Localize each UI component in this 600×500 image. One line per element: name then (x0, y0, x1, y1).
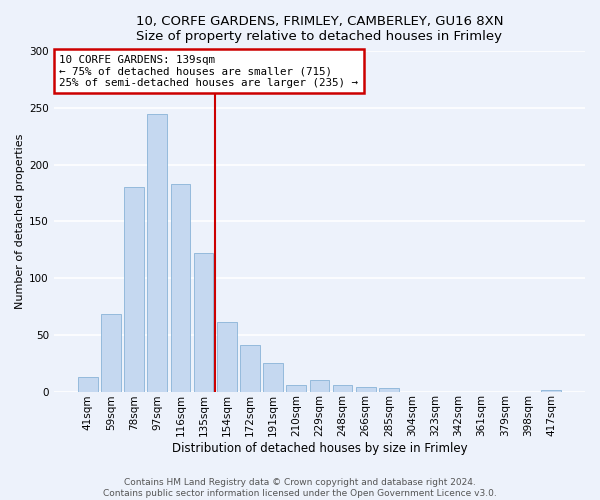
Title: 10, CORFE GARDENS, FRIMLEY, CAMBERLEY, GU16 8XN
Size of property relative to det: 10, CORFE GARDENS, FRIMLEY, CAMBERLEY, G… (136, 15, 503, 43)
X-axis label: Distribution of detached houses by size in Frimley: Distribution of detached houses by size … (172, 442, 467, 455)
Bar (379, 388, 399, 392)
Text: 10 CORFE GARDENS: 139sqm
← 75% of detached houses are smaller (715)
25% of semi-: 10 CORFE GARDENS: 139sqm ← 75% of detach… (59, 54, 358, 88)
Bar (217, 322, 236, 392)
Bar (263, 363, 283, 392)
Bar (124, 188, 144, 392)
Bar (310, 380, 329, 392)
Bar (356, 387, 376, 392)
Bar (541, 390, 561, 392)
Bar (101, 314, 121, 392)
Bar (148, 114, 167, 392)
Bar (194, 253, 214, 392)
Bar (78, 377, 98, 392)
Y-axis label: Number of detached properties: Number of detached properties (15, 134, 25, 309)
Text: Contains HM Land Registry data © Crown copyright and database right 2024.
Contai: Contains HM Land Registry data © Crown c… (103, 478, 497, 498)
Bar (240, 345, 260, 392)
Bar (170, 184, 190, 392)
Bar (333, 384, 352, 392)
Bar (286, 384, 306, 392)
